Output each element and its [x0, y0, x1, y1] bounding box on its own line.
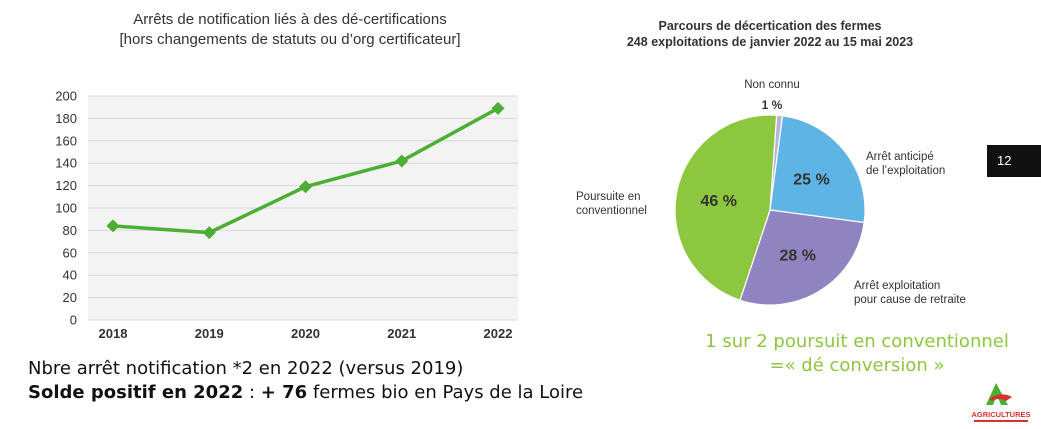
pie-category-label: pour cause de retraite [854, 294, 966, 306]
line-data-point-2020 [299, 180, 312, 194]
line-y-tick-label: 120 [55, 178, 77, 193]
line-data-point-2018 [106, 219, 120, 233]
pie-category-label: conventionnel [576, 205, 647, 217]
line-chart-title: Arrêts de notification liés à des dé-cer… [133, 11, 447, 28]
pie-slice-conventionnel [674, 114, 778, 301]
pie-chart-title-block: Parcours de décertication des fermes 248… [600, 18, 940, 50]
line-x-tick-label: 2018 [99, 326, 128, 341]
line-y-tick-label: 200 [55, 89, 77, 104]
line-chart-y-axis: 0 20 40 60 80 100 120 140 160 180 200 [55, 89, 77, 328]
line-x-tick-label: 2019 [195, 326, 224, 341]
page-number-badge: 12 [987, 145, 1041, 177]
pie-slice-arret-retraite [739, 209, 865, 306]
conclusion-line-1: 1 sur 2 poursuit en conventionnel [705, 331, 1009, 352]
line-chart: 0 20 40 60 80 100 120 140 160 180 200 2018 2019 2020… [55, 89, 518, 341]
pie-chart: 1 % Non connu 25 % Arrêt anticipé de l’explo… [576, 79, 966, 306]
pie-labels: 1 % Non connu 25 % Arrêt anticipé de l’explo… [576, 79, 966, 306]
line-y-tick-label: 160 [55, 133, 77, 148]
line-chart-x-axis: 2018 2019 2020 2021 2022 [99, 326, 513, 341]
pie-category-label: Poursuite en [576, 191, 641, 203]
notes-bold-a: Solde positif en 2022 [28, 382, 244, 403]
line-y-tick-label: 80 [63, 223, 77, 238]
line-x-tick-label: 2022 [484, 326, 513, 341]
line-y-tick-label: 40 [63, 268, 77, 283]
pie-value-label: 1 % [762, 98, 783, 112]
agricultures-logo-icon: AGRICULTURES [966, 381, 1036, 425]
pie-category-label: Arrêt exploitation [854, 280, 940, 292]
line-y-tick-label: 100 [55, 201, 77, 216]
notes-line-2: Solde positif en 2022 : + 76 fermes bio … [28, 381, 583, 405]
line-y-tick-label: 180 [55, 111, 77, 126]
line-data-point-2019 [202, 226, 216, 240]
pie-slices [674, 114, 866, 306]
line-y-tick-label: 60 [63, 245, 77, 260]
notes-rest: fermes bio en Pays de la Loire [307, 382, 584, 403]
line-chart-title-block: Arrêts de notification liés à des dé-cer… [60, 10, 520, 50]
pie-chart-title: Parcours de décertication des fermes [658, 19, 882, 33]
pie-slice-arret-anticipe [769, 115, 866, 224]
logo-text: AGRICULTURES [971, 410, 1030, 419]
conclusion-line-2: =« dé conversion » [769, 355, 945, 376]
pie-category-label: de l’exploitation [866, 165, 945, 177]
notes-bold-b: + 76 [260, 382, 308, 403]
line-x-tick-label: 2021 [387, 326, 416, 341]
notes-line-1: Nbre arrêt notification *2 en 2022 (vers… [28, 358, 464, 379]
line-y-tick-label: 0 [70, 313, 77, 328]
line-data-point-2022 [491, 101, 505, 115]
notes-text: Nbre arrêt notification *2 en 2022 (vers… [28, 357, 583, 405]
pie-chart-subtitle: 248 exploitations de janvier 2022 au 15 … [626, 35, 914, 49]
line-y-tick-label: 20 [63, 290, 77, 305]
pie-category-label: Non connu [744, 79, 800, 91]
line-data-point-2021 [395, 154, 409, 168]
pie-value-label: 25 % [793, 171, 829, 188]
line-chart-subtitle: [hors changements de statuts ou d’org ce… [119, 31, 461, 48]
pie-category-label: Arrêt anticipé [866, 151, 934, 163]
conclusion-text: 1 sur 2 poursuit en conventionnel =« dé … [672, 330, 1041, 378]
line-chart-markers [106, 101, 505, 240]
pie-value-label: 28 % [779, 247, 815, 264]
line-y-tick-label: 140 [55, 156, 77, 171]
notes-separator: : [243, 382, 261, 403]
line-x-tick-label: 2020 [291, 326, 320, 341]
pie-value-label: 46 % [701, 193, 737, 210]
